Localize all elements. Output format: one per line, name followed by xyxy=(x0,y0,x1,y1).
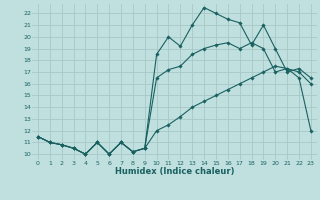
X-axis label: Humidex (Indice chaleur): Humidex (Indice chaleur) xyxy=(115,167,234,176)
